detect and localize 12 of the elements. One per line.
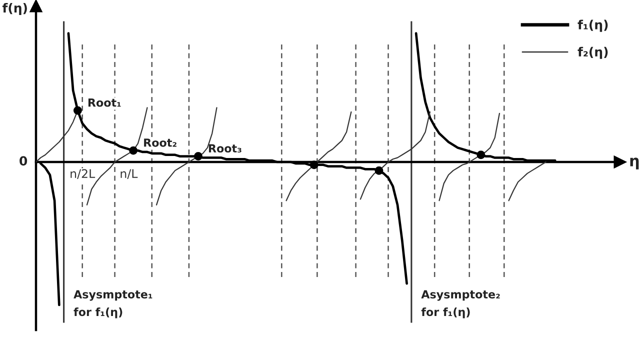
annotation: Asysmptote₂ for f₁(η) (421, 290, 500, 318)
annotation: Root₁ (88, 98, 121, 107)
legend-label: f₂(η) (578, 46, 608, 59)
y-axis-title: f(η) (2, 2, 27, 16)
text: 0 (20, 156, 28, 166)
annotation: Root₃ (208, 144, 242, 153)
x-axis-title: η (630, 158, 639, 170)
x-tick-label: n/2L (70, 169, 96, 180)
annotation: Asysmptote₁ for f₁(η) (74, 290, 152, 318)
x-tick-label: n/L (120, 169, 138, 180)
annotation: Root₂ (144, 138, 176, 147)
legend-label: f₁(η) (578, 20, 608, 32)
